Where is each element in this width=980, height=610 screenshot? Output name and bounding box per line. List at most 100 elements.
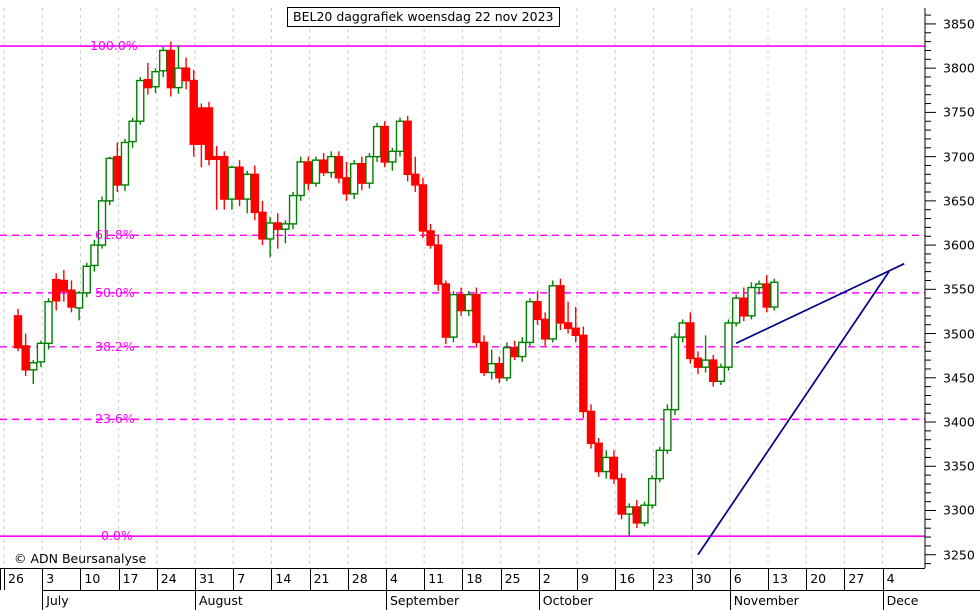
candle-body (136, 79, 145, 122)
trendlines-layer (697, 262, 905, 556)
candle-body (556, 285, 565, 324)
date-tick-label: 30 (695, 571, 712, 586)
date-tick-label: 11 (428, 571, 445, 586)
month-label: September (390, 593, 460, 608)
date-tick-label: 18 (466, 571, 483, 586)
candle-body (128, 120, 137, 143)
fibonacci-level-label: 100.0% (90, 38, 138, 54)
candle-body (97, 200, 107, 246)
month-label-cell: October (538, 590, 730, 610)
candle-body (288, 194, 298, 225)
candle-body (518, 341, 527, 358)
price-tick-label: 3500 (943, 326, 975, 342)
date-tick-cell: 21 (309, 568, 348, 590)
candle-body (411, 173, 420, 186)
candle-body (663, 408, 672, 452)
date-tick-label: 7 (237, 571, 246, 586)
candle-body (571, 327, 580, 337)
candle-body (44, 301, 53, 344)
candle-body (563, 322, 573, 329)
candle-body (716, 366, 726, 383)
date-tick-label: 24 (160, 571, 177, 586)
price-tick-label: 3350 (943, 458, 975, 474)
price-tick-label: 3400 (943, 414, 975, 430)
price-tick-label: 3650 (943, 193, 975, 209)
date-tick-cell: 13 (768, 568, 806, 590)
date-tick-label: 23 (657, 571, 674, 586)
plot-area: 100.0% 61.8% 50.0% 38.2% 23.6% 0.0% (0, 8, 925, 568)
date-tick-cell: 17 (118, 568, 157, 590)
candle-body (686, 322, 695, 360)
price-axis: 3850 3800 3750 3700 3650 3600 3550 3500 3450 3400… (924, 8, 980, 568)
candle-body (670, 336, 680, 411)
candle-body (74, 292, 84, 309)
candle-body (747, 286, 756, 317)
candle-body (250, 173, 260, 214)
candle-body (770, 281, 779, 308)
candle-body (609, 456, 619, 480)
candle-body (120, 141, 130, 186)
candle-body (21, 345, 30, 371)
candle-body (403, 120, 412, 176)
date-tick-cell: 7 (233, 568, 271, 590)
fibonacci-level-label: 50.0% (95, 284, 135, 300)
date-tick-label: 21 (313, 571, 330, 586)
candle-body (82, 265, 91, 294)
candle-body (151, 70, 160, 88)
candle-body (59, 279, 69, 292)
date-tick-label: 4 (886, 571, 895, 586)
candle-body (525, 301, 535, 344)
price-tick-label: 3800 (943, 60, 975, 76)
date-tick-cell: 23 (653, 568, 691, 590)
candle-body (265, 222, 275, 240)
month-label-cell: September (386, 590, 539, 610)
price-tick-label: 3250 (943, 547, 975, 563)
date-tick-cell: 27 (844, 568, 882, 590)
candle-body (334, 155, 344, 179)
chart-title: BEL20 daggrafiek woensdag 22 nov 2023 (287, 7, 560, 27)
candle-body (449, 293, 458, 338)
date-tick-label: 13 (772, 571, 788, 586)
candle-body (640, 504, 649, 524)
candle-body (204, 107, 214, 160)
candle-body (617, 477, 626, 515)
date-tick-label: 31 (199, 571, 215, 586)
date-tick-cell: 3 (42, 568, 80, 590)
date-tick-cell: 2 (538, 568, 577, 590)
month-label: Dece (886, 593, 919, 608)
date-axis: 26 3 10 17 24 31 7 14 21 28 4 11 18 25 2 9 16 23 30 6 13 20 27… (0, 568, 980, 610)
candlesticks-layer (13, 41, 779, 538)
month-label: November (733, 593, 799, 608)
candle-body (281, 223, 290, 230)
date-tick-label: 3 (46, 571, 55, 586)
trendline-upper-resistance (735, 262, 905, 345)
date-tick-label: 26 (8, 571, 24, 586)
date-tick-cell: 28 (347, 568, 386, 590)
candle-body (724, 322, 733, 368)
month-label: August (199, 593, 243, 608)
candle-body (579, 334, 588, 413)
candle-body (502, 347, 512, 379)
candle-body (388, 150, 397, 163)
candle-body (13, 315, 23, 349)
date-tick-label: 20 (810, 571, 827, 586)
price-tick-label: 3850 (943, 16, 975, 32)
candle-body (29, 362, 38, 371)
date-tick-label: 6 (733, 571, 742, 586)
candle-body (647, 477, 657, 506)
date-tick-cell: 16 (615, 568, 653, 590)
month-label-cell: August (195, 590, 386, 610)
price-tick-label: 3550 (943, 281, 975, 297)
date-tick-label: 16 (619, 571, 636, 586)
fibonacci-level-label: 0.0% (101, 528, 133, 544)
candle-body (533, 301, 542, 321)
candle-body (36, 342, 46, 363)
month-label: October (542, 593, 593, 608)
price-tick-label: 3700 (943, 149, 975, 165)
date-tick-label: 2 (542, 571, 551, 586)
price-tick-label: 3600 (943, 237, 975, 253)
copyright-notice: © ADN Beursanalyse (14, 551, 147, 566)
candle-body (655, 449, 664, 480)
candle-body (365, 155, 374, 184)
